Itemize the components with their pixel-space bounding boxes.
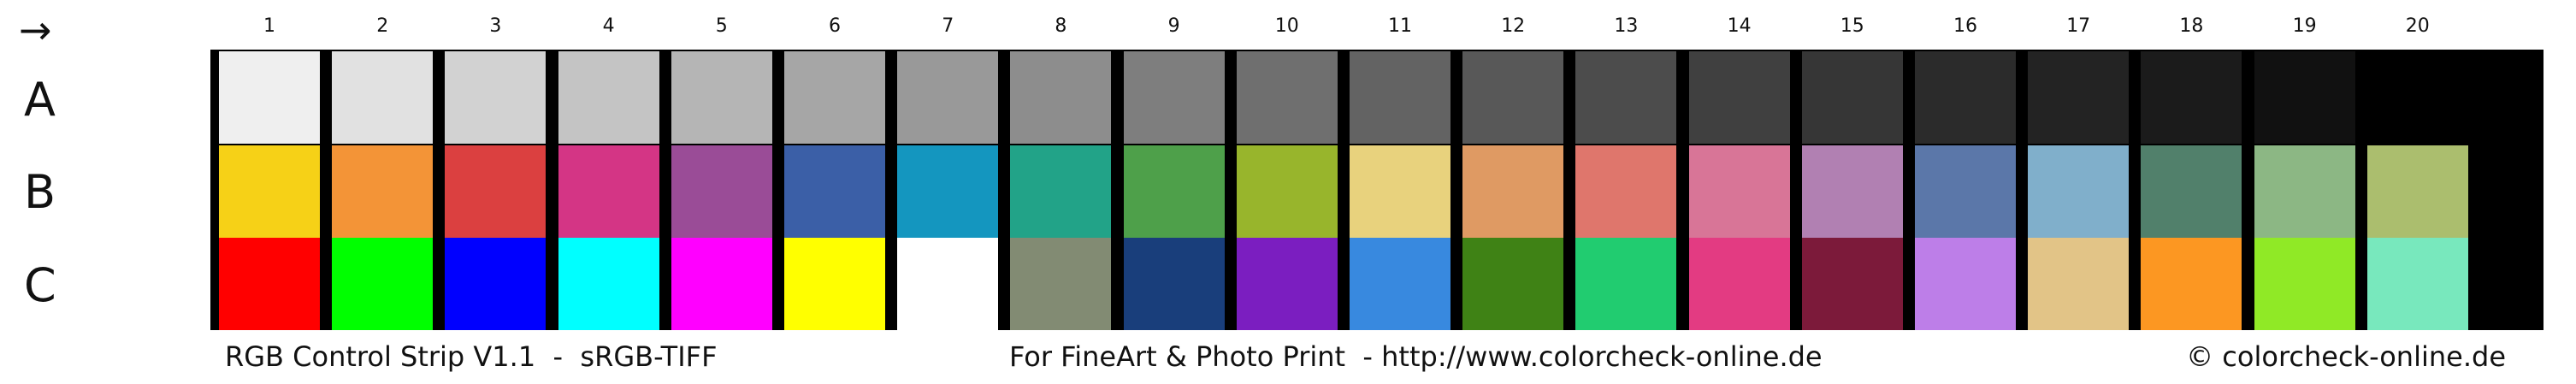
- caption-copyright: © colorcheck-online.de: [2186, 340, 2506, 373]
- color-patch: [1350, 145, 1450, 238]
- color-patch: [2366, 145, 2468, 238]
- column-number: 18: [2179, 15, 2204, 37]
- color-patch: [1350, 238, 1450, 330]
- column-number: 6: [829, 15, 841, 37]
- color-patch: [332, 51, 434, 144]
- column-number: 20: [2405, 15, 2430, 37]
- column-number: 9: [1167, 15, 1180, 37]
- color-patch: [2366, 238, 2468, 330]
- color-patch: [1350, 51, 1450, 144]
- color-patch: [332, 238, 434, 330]
- row-label: C: [24, 258, 56, 312]
- color-patch: [2141, 51, 2242, 144]
- color-patch: [2366, 51, 2468, 144]
- color-patch: [2141, 238, 2242, 330]
- color-patch: [558, 51, 659, 144]
- column-number: 1: [263, 15, 275, 37]
- color-patch: [784, 51, 885, 144]
- column-number: 12: [1501, 15, 1526, 37]
- color-patch: [2141, 145, 2242, 238]
- column-number: 7: [942, 15, 954, 37]
- color-patch: [1236, 51, 1338, 144]
- color-patch: [897, 145, 999, 238]
- column-number: 8: [1055, 15, 1067, 37]
- color-patch: [1801, 145, 1903, 238]
- color-patch: [558, 238, 659, 330]
- color-patch: [219, 51, 320, 144]
- color-patch: [1123, 51, 1225, 144]
- color-patch: [1462, 145, 1564, 238]
- color-patch: [1010, 238, 1112, 330]
- color-patch: [897, 238, 999, 330]
- color-patch: [1575, 238, 1677, 330]
- color-patch: [219, 238, 320, 330]
- color-patch: [1123, 238, 1225, 330]
- color-patch: [1801, 238, 1903, 330]
- color-strip: [210, 50, 2544, 330]
- row-label: B: [24, 165, 56, 219]
- color-patch: [784, 145, 885, 238]
- color-patch: [2254, 238, 2355, 330]
- color-patch: [1575, 51, 1677, 144]
- color-patch: [1801, 51, 1903, 144]
- color-patch: [2028, 51, 2130, 144]
- column-number: 14: [1727, 15, 1752, 37]
- row-label: A: [24, 73, 56, 127]
- color-patch: [219, 145, 320, 238]
- color-patch: [1010, 145, 1112, 238]
- color-patch: [558, 145, 659, 238]
- color-patch: [1575, 145, 1677, 238]
- color-patch: [1915, 51, 2016, 144]
- column-number: 16: [1953, 15, 1977, 37]
- column-number: 11: [1388, 15, 1412, 37]
- color-patch: [2254, 51, 2355, 144]
- color-patch: [445, 238, 547, 330]
- color-patch: [1688, 145, 1790, 238]
- color-patch: [1915, 145, 2016, 238]
- color-patch: [2028, 238, 2130, 330]
- column-number: 3: [489, 15, 502, 37]
- color-patch: [671, 238, 772, 330]
- color-patch: [1462, 238, 1564, 330]
- column-number: 17: [2066, 15, 2091, 37]
- color-patch: [1236, 238, 1338, 330]
- column-number: 10: [1274, 15, 1299, 37]
- arrow-right-icon: →: [19, 7, 52, 53]
- color-patch: [1123, 145, 1225, 238]
- caption-url: For FineArt & Photo Print - http://www.c…: [1009, 340, 1823, 373]
- column-number: 4: [602, 15, 615, 37]
- color-patch: [784, 238, 885, 330]
- color-patch: [445, 145, 547, 238]
- color-patch: [897, 51, 999, 144]
- color-patch: [1688, 51, 1790, 144]
- column-number: 13: [1614, 15, 1639, 37]
- color-patch: [1010, 51, 1112, 144]
- color-patch: [332, 145, 434, 238]
- color-patch: [1462, 51, 1564, 144]
- color-patch: [1915, 238, 2016, 330]
- color-patch: [1688, 238, 1790, 330]
- caption-title: RGB Control Strip V1.1 - sRGB-TIFF: [225, 340, 718, 373]
- column-number: 2: [376, 15, 389, 37]
- color-patch: [671, 145, 772, 238]
- color-patch: [2254, 145, 2355, 238]
- color-patch: [445, 51, 547, 144]
- column-number: 19: [2292, 15, 2317, 37]
- column-number: 15: [1840, 15, 1864, 37]
- color-patch: [2028, 145, 2130, 238]
- column-number: 5: [715, 15, 728, 37]
- color-patch: [1236, 145, 1338, 238]
- color-patch: [671, 51, 772, 144]
